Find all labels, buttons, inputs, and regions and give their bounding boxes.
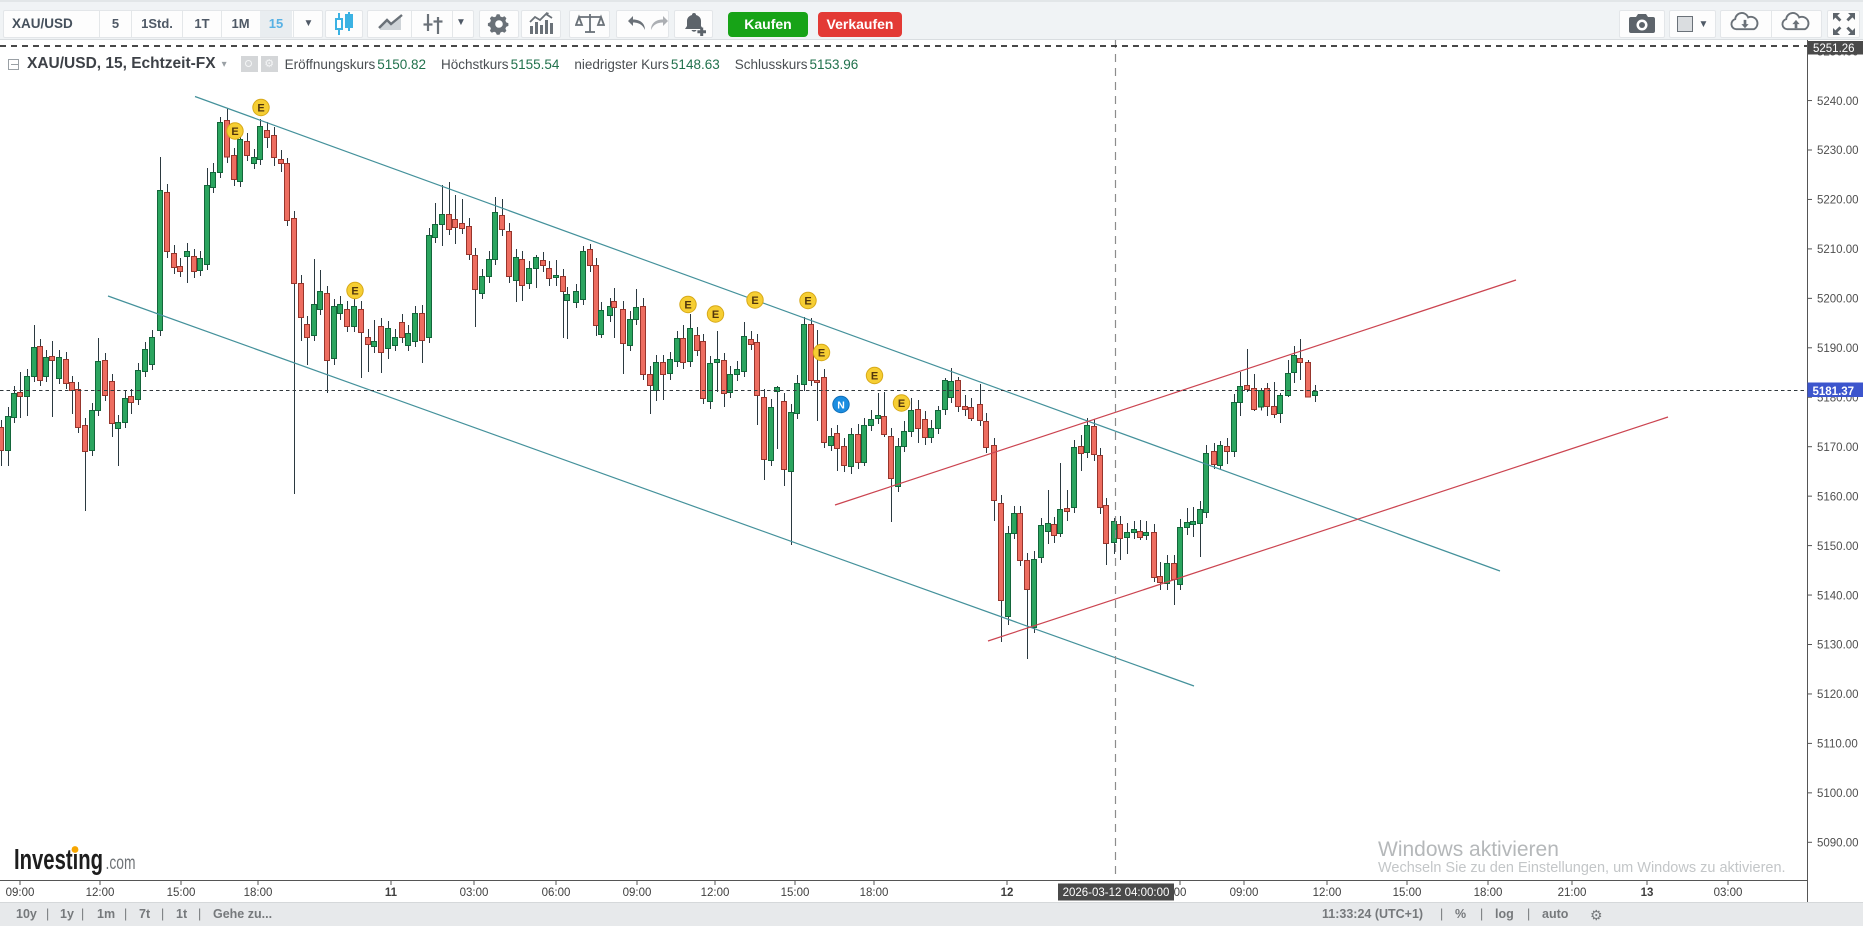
svg-text:03:00: 03:00 xyxy=(1714,887,1743,899)
svg-text:12: 12 xyxy=(1001,887,1014,899)
svg-text:5251.26: 5251.26 xyxy=(1813,43,1855,55)
svg-text:5190.00: 5190.00 xyxy=(1817,343,1859,355)
svg-text:E: E xyxy=(712,309,719,321)
svg-text:11: 11 xyxy=(385,887,398,899)
svg-text:15:00: 15:00 xyxy=(167,887,196,899)
svg-text:5090.00: 5090.00 xyxy=(1817,838,1859,850)
svg-text:18:00: 18:00 xyxy=(1474,887,1503,899)
svg-text:5170.00: 5170.00 xyxy=(1817,442,1859,454)
svg-text:13: 13 xyxy=(1641,887,1654,899)
svg-text:12:00: 12:00 xyxy=(86,887,115,899)
svg-text:5210.00: 5210.00 xyxy=(1817,244,1859,256)
svg-text:12:00: 12:00 xyxy=(701,887,730,899)
svg-text:5200.00: 5200.00 xyxy=(1817,294,1859,306)
svg-text:5130.00: 5130.00 xyxy=(1817,640,1859,652)
svg-text:09:00: 09:00 xyxy=(6,887,35,899)
svg-text:00: 00 xyxy=(1174,887,1187,899)
svg-text:E: E xyxy=(871,371,878,383)
svg-text:18:00: 18:00 xyxy=(860,887,889,899)
svg-text:E: E xyxy=(257,103,264,115)
svg-text:E: E xyxy=(684,300,691,312)
svg-text:5150.00: 5150.00 xyxy=(1817,541,1859,553)
svg-text:E: E xyxy=(818,348,825,360)
svg-text:5160.00: 5160.00 xyxy=(1817,491,1859,503)
svg-text:2026-03-12 04:00:00: 2026-03-12 04:00:00 xyxy=(1063,887,1170,899)
svg-text:09:00: 09:00 xyxy=(1230,887,1259,899)
svg-text:5220.00: 5220.00 xyxy=(1817,195,1859,207)
svg-text:5100.00: 5100.00 xyxy=(1817,788,1859,800)
svg-text:E: E xyxy=(231,126,238,138)
svg-text:09:00: 09:00 xyxy=(623,887,652,899)
svg-text:12:00: 12:00 xyxy=(1313,887,1342,899)
svg-text:E: E xyxy=(351,286,358,298)
svg-text:5140.00: 5140.00 xyxy=(1817,590,1859,602)
svg-text:N: N xyxy=(837,400,845,412)
svg-text:5181.37: 5181.37 xyxy=(1813,386,1855,398)
svg-text:18:00: 18:00 xyxy=(244,887,273,899)
svg-text:E: E xyxy=(751,295,758,307)
svg-text:5230.00: 5230.00 xyxy=(1817,145,1859,157)
svg-text:5240.00: 5240.00 xyxy=(1817,96,1859,108)
svg-text:15:00: 15:00 xyxy=(1393,887,1422,899)
svg-text:5110.00: 5110.00 xyxy=(1817,739,1858,751)
svg-text:5120.00: 5120.00 xyxy=(1817,689,1859,701)
svg-text:E: E xyxy=(898,398,905,410)
svg-text:Investing: Investing xyxy=(14,844,103,876)
svg-text:15:00: 15:00 xyxy=(781,887,810,899)
svg-text:E: E xyxy=(804,296,811,308)
svg-text:.com: .com xyxy=(106,853,136,874)
svg-text:06:00: 06:00 xyxy=(542,887,571,899)
svg-text:03:00: 03:00 xyxy=(460,887,489,899)
svg-text:21:00: 21:00 xyxy=(1558,887,1587,899)
